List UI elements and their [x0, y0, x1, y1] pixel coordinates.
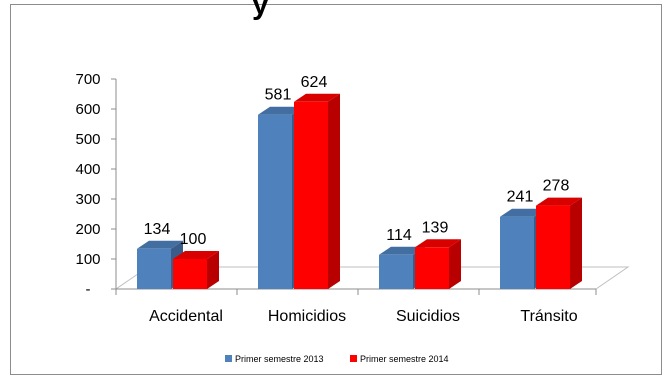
bar-top — [500, 208, 546, 217]
y-tick-label: 100 — [75, 251, 100, 268]
legend: Primer semestre 2013 Primer semestre 2014 — [225, 354, 449, 364]
x-axis: Accidental Homicidios Suicidios Tránsito — [115, 289, 597, 325]
value-labels: 134 100 581 624 114 139 241 278 — [144, 74, 570, 248]
bars — [137, 93, 582, 289]
y-tick-label: 600 — [75, 101, 100, 118]
y-axis: - 100 200 300 400 500 600 700 — [75, 71, 117, 298]
bar-top — [258, 106, 304, 115]
bar-side — [207, 251, 219, 289]
bar-front — [536, 205, 570, 289]
x-category-label: Suicidios — [396, 308, 460, 325]
bar-front — [258, 114, 292, 289]
y-tick-label: 700 — [75, 71, 100, 88]
data-label: 139 — [422, 219, 449, 236]
bar-front — [173, 259, 207, 289]
data-label: 581 — [265, 87, 292, 104]
data-label: 624 — [301, 74, 328, 91]
legend-swatch — [350, 355, 357, 362]
bar — [536, 197, 582, 289]
bar-front — [294, 101, 328, 289]
y-tick-label: 300 — [75, 191, 100, 208]
x-category-label: Homicidios — [268, 308, 346, 325]
bar-top — [173, 251, 219, 259]
bar-front — [415, 247, 449, 289]
bar-top — [415, 239, 461, 248]
chart-title: y — [252, 0, 269, 21]
bar-front — [379, 254, 413, 289]
bar — [294, 93, 340, 289]
legend-swatch — [225, 355, 232, 362]
data-label: 100 — [180, 231, 207, 248]
bar-top — [536, 197, 582, 206]
bar — [173, 251, 219, 289]
data-label: 241 — [507, 189, 534, 206]
legend-label: Primer semestre 2013 — [235, 354, 324, 364]
bar-top — [137, 240, 183, 249]
bar-side — [328, 93, 340, 289]
y-tick-label: - — [86, 281, 91, 298]
bar-front — [500, 216, 534, 289]
data-label: 134 — [144, 221, 171, 238]
bar-side — [570, 197, 582, 289]
y-tick-label: 400 — [75, 161, 100, 178]
bar-side — [449, 239, 461, 289]
bar-top — [379, 246, 425, 255]
data-label: 278 — [543, 178, 570, 195]
bar-front — [137, 248, 171, 289]
y-tick-label: 200 — [75, 221, 100, 238]
bar — [415, 239, 461, 289]
y-tick-label: 500 — [75, 131, 100, 148]
x-category-label: Accidental — [149, 308, 223, 325]
legend-label: Primer semestre 2014 — [360, 354, 449, 364]
data-label: 114 — [386, 227, 412, 244]
bar-top — [294, 93, 340, 102]
x-category-label: Tránsito — [520, 308, 577, 325]
